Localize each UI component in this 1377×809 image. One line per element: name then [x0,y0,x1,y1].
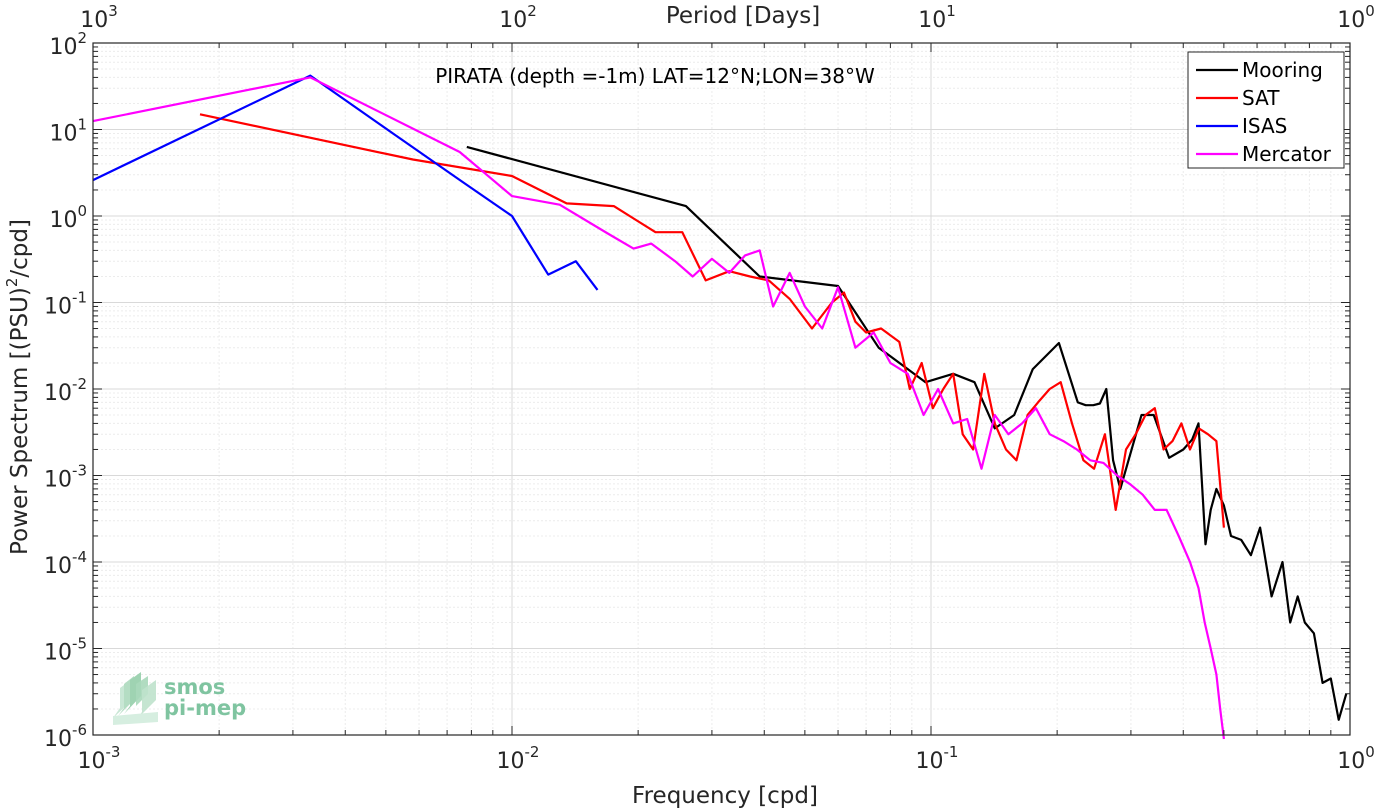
x-tick-label: 10-1 [916,743,959,774]
logo-mark [113,672,158,725]
ticks [92,43,1350,736]
y-axis-label: Power Spectrum [(PSU)2/cpd] [3,219,33,555]
top-x-tick-label: 101 [918,2,956,33]
legend-box [1187,51,1345,169]
legend: Mooring SAT ISAS Mercator [1187,51,1345,169]
chart-title: PIRATA (depth =-1m) LAT=12°N;LON=38°W [435,64,875,88]
y-tick-label: 10-6 [44,721,87,752]
y-tick-label: 10-3 [44,462,87,493]
grid [92,43,1350,736]
x-axis-label: Frequency [cpd] [632,783,818,809]
series-layer [92,74,1348,740]
top-x-tick-label: 100 [1337,2,1375,33]
series-line-mercator [92,76,1225,740]
top-x-axis-label: Period [Days] [666,3,820,29]
smos-logo: smos pi-mep [113,672,246,725]
y-tick-label: 102 [49,29,87,60]
legend-label-mooring: Mooring [1242,58,1323,82]
y-tick-label: 101 [49,116,87,147]
legend-label-isas: ISAS [1242,114,1287,138]
series-line-sat [199,113,1225,528]
y-tick-label: 10-1 [44,289,87,320]
y-tick-label: 10-4 [44,548,87,579]
x-tick-label: 10-2 [497,743,540,774]
y-tick-label: 100 [49,202,87,233]
y-tick-label: 10-5 [44,635,87,666]
legend-label-sat: SAT [1242,86,1280,110]
x-tick-label: 10-3 [78,743,121,774]
logo-text-smos: smos [164,675,225,699]
top-x-tick-label: 103 [80,2,118,33]
legend-items: Mooring SAT ISAS Mercator [1196,58,1332,166]
y-tick-label: 10-2 [44,375,87,406]
logo-text-pi-mep: pi-mep [164,696,246,720]
legend-label-mercator: Mercator [1242,142,1332,166]
x-tick-label: 100 [1337,743,1375,774]
top-x-tick-label: 102 [499,2,537,33]
series-line-mooring [466,145,1348,721]
